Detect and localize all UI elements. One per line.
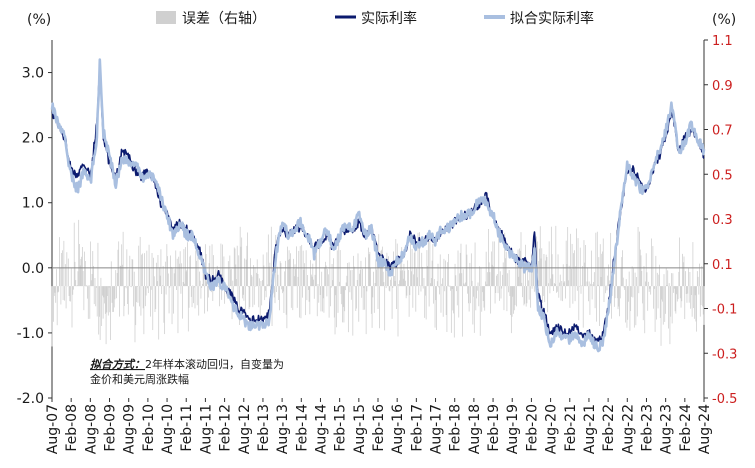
- x-tick-label: Aug-20: [544, 404, 560, 454]
- right-tick-label: -0.3: [712, 347, 737, 362]
- x-tick-label: Feb-20: [524, 404, 540, 452]
- fit-method-line2: 金价和美元周涨跌幅: [90, 372, 189, 386]
- x-tick-label: Aug-11: [198, 404, 214, 454]
- x-tick-label: Feb-11: [179, 404, 195, 452]
- left-tick-label: 2.0: [22, 131, 44, 147]
- x-tick-label: Feb-22: [601, 404, 617, 452]
- x-tick-label: Aug-14: [313, 404, 329, 454]
- x-tick-label: Aug-16: [390, 404, 406, 454]
- x-tick-label: Aug-18: [467, 404, 483, 454]
- x-tick-label: Feb-09: [103, 404, 119, 452]
- x-tick-label: Feb-19: [486, 404, 502, 452]
- x-tick-label: Feb-08: [64, 404, 80, 452]
- left-tick-label: 0.0: [22, 261, 44, 277]
- x-tick-label: Feb-17: [409, 404, 425, 452]
- x-tick-label: Feb-16: [371, 404, 387, 452]
- x-tick-label: Aug-17: [429, 404, 445, 454]
- x-tick-label: Feb-21: [563, 404, 579, 452]
- x-tick-label: Aug-12: [237, 404, 253, 454]
- right-tick-label: 0.9: [712, 79, 733, 94]
- x-tick-label: Aug-21: [582, 404, 598, 454]
- left-tick-label: -1.0: [17, 326, 44, 342]
- x-tick-label: Aug-24: [697, 404, 713, 454]
- right-tick-label: 0.3: [712, 213, 733, 228]
- x-tick-label: Feb-13: [256, 404, 272, 452]
- legend-label-error: 误差（右轴）: [182, 11, 266, 27]
- x-tick-label: Feb-10: [141, 404, 157, 452]
- right-tick-label: 0.1: [712, 258, 733, 273]
- right-axis-ticks: 1.1 0.9 0.7 0.5 0.3 0.1 -0.1 -0.3 -0.5: [704, 34, 737, 407]
- legend-label-actual: 实际利率: [361, 10, 417, 27]
- left-tick-label: 3.0: [22, 66, 44, 82]
- x-tick-label: Feb-14: [294, 404, 310, 452]
- x-tick-label: Feb-24: [678, 404, 694, 452]
- left-axis-unit: (%): [27, 12, 51, 28]
- fit-method-line1: 2年样本滚动回归，自变量为: [145, 357, 284, 371]
- x-tick-label: Feb-23: [639, 404, 655, 452]
- x-tick-label: Aug-23: [659, 404, 675, 454]
- x-tick-label: Feb-15: [333, 404, 349, 452]
- x-tick-label: Aug-10: [160, 404, 176, 454]
- right-tick-label: 0.7: [712, 124, 733, 139]
- x-tick-label: Feb-12: [218, 404, 234, 452]
- legend-label-fitted: 拟合实际利率: [510, 10, 594, 27]
- fit-method-bold: 拟合方式：: [90, 358, 145, 371]
- right-tick-label: -0.1: [712, 303, 737, 318]
- x-axis-ticks: Aug-07 Feb-08 Aug-08 Feb-09 Aug-09 Feb-10 Aug-…: [45, 398, 713, 454]
- series-line-fitted: [50, 58, 706, 353]
- fit-method-note: 拟合方式： 2年样本滚动回归，自变量为 金价和美元周涨跌幅: [90, 357, 284, 386]
- legend: 误差（右轴） 实际利率 拟合实际利率: [156, 10, 594, 27]
- left-tick-label: -2.0: [17, 391, 44, 407]
- legend-swatch-error: [156, 11, 176, 24]
- right-axis-unit: (%): [712, 12, 736, 28]
- x-tick-label: Aug-19: [505, 404, 521, 454]
- x-tick-label: Aug-15: [352, 404, 368, 454]
- x-tick-label: Feb-18: [448, 404, 464, 452]
- right-tick-label: -0.5: [712, 392, 737, 407]
- left-tick-label: 1.0: [22, 196, 44, 212]
- series-lines: [50, 58, 706, 353]
- x-tick-label: Aug-22: [620, 404, 636, 454]
- right-tick-label: 1.1: [712, 34, 733, 49]
- right-tick-label: 0.5: [712, 168, 733, 183]
- x-tick-label: Aug-07: [45, 404, 61, 454]
- left-axis-ticks: 3.0 2.0 1.0 0.0 -1.0 -2.0: [17, 66, 52, 407]
- x-tick-label: Aug-09: [122, 404, 138, 454]
- x-tick-label: Aug-08: [83, 404, 99, 454]
- x-tick-label: Aug-13: [275, 404, 291, 454]
